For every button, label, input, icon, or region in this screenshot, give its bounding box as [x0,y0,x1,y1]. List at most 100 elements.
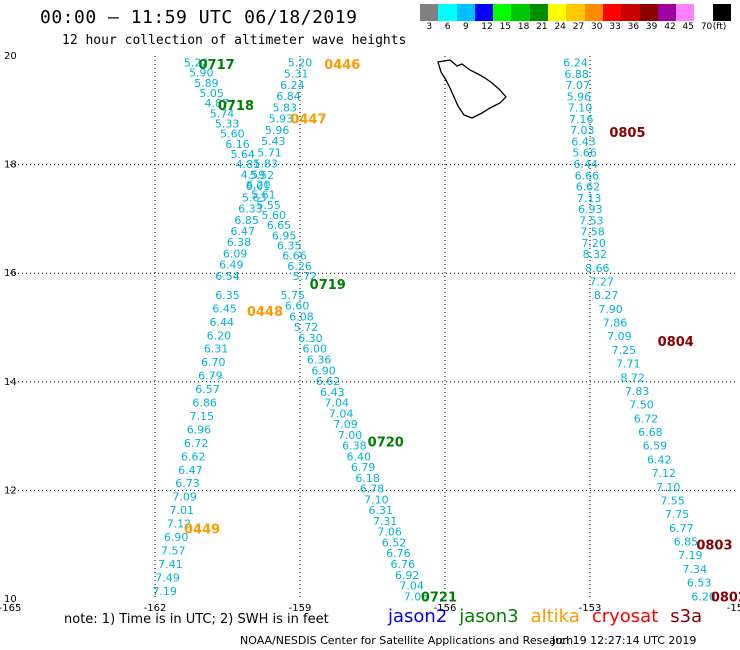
legend-swatch [712,4,732,21]
island-coastline [437,59,507,119]
wave-height-value: 7.04 [329,407,354,420]
wave-height-value: 5.64 [230,148,255,161]
x-tick-label: -15 [727,603,740,614]
pass-label: 0720 [368,436,404,451]
legend-swatch [602,4,622,21]
wave-height-value: 7.71 [616,358,641,371]
wave-height-value: 7.04 [399,580,424,593]
wave-height-value: 7.50 [629,399,654,412]
wave-height-value: 7.27 [589,275,614,288]
wave-height-value: 5.43 [261,135,286,148]
wave-height-value: 6.78 [360,483,385,496]
legend-swatch [456,4,476,21]
wave-height-value: 5.89 [194,77,219,90]
wave-height-value: 7.49 [155,571,180,584]
wave-height-value: 6.62 [576,181,601,194]
wave-height-value: 5.93 [269,113,294,126]
wave-height-value: 6.66 [282,250,307,263]
wave-height-value: 5.22 [184,57,209,70]
wave-height-value: 4.87 [205,97,230,110]
legend-label: 27 [572,22,585,32]
wave-height-value: 6.65 [267,219,292,232]
legend-swatch [566,4,586,21]
wave-height-value: 6.79 [351,461,376,474]
wave-height-value: 7.12 [651,467,676,480]
hawaii-island-outline [437,59,507,119]
satellite-legend: jason2 jason3 altika cryosat s3a [388,606,714,627]
pass-label: 0449 [184,522,220,537]
y-tick-label: 10 [4,594,17,605]
wave-height-value: 7.10 [656,481,681,494]
wave-height-value: 7.04 [325,397,350,410]
wave-height-value: 6.85 [234,214,259,227]
pass-label: 0718 [218,99,254,114]
wave-height-value: 6.54 [215,270,240,283]
pass-label: 0802 [711,590,740,605]
wave-height-value: 6.88 [564,68,589,81]
wave-height-value: 6.26 [287,260,312,273]
wave-height-value: 6.31 [369,504,394,517]
wave-height-value: 6.53 [687,577,712,590]
wave-height-value: 7.09 [172,491,197,504]
pass-labels: 0717 0446 0718 0447 0805 0719 0448 0804 0720 0449… [184,58,740,605]
wave-height-value: 6.36 [307,353,332,366]
wave-height-value: 7.12 [167,518,192,531]
wave-height-value: 7.09 [607,330,632,343]
wave-height-value: 6.38 [342,440,367,453]
x-tick-label: -156 [434,603,457,614]
wave-height-value: 5.72 [294,321,319,334]
chart-title: 00:00 – 11:59 UTC 06/18/2019 [40,7,358,28]
satellite-altika: altika [530,606,580,627]
wave-height-value: 5.31 [284,68,309,81]
x-tick-label: -153 [579,603,602,614]
wave-height-value: 6.45 [212,302,237,315]
legend-swatch [438,4,458,21]
wave-height-value: 6.09 [223,247,248,260]
credit-line: NOAA/NESDIS Center for Satellite Applica… [240,634,574,647]
x-tick-label: -165 [0,603,21,614]
timestamp: Jun 19 12:27:14 UTC 2019 [552,634,697,647]
wave-height-value: 8.32 [583,248,608,261]
legend-label: 21 [536,22,548,32]
y-tick-label: 18 [4,160,17,171]
wave-height-value: 6.66 [575,169,600,182]
wave-height-value: 6.77 [669,522,694,535]
wave-height-value: 6.70 [201,356,226,369]
legend-label: 33 [609,22,621,32]
wave-height-value: 5.83 [253,158,278,171]
wave-height-value: 6.68 [638,426,663,439]
pass-label: 0447 [290,112,326,127]
y-tick-label: 20 [4,51,17,62]
pass-label: 0805 [609,126,645,141]
wave-height-value: 7.83 [625,385,650,398]
wave-height-value: 6.44 [573,158,598,171]
legend-swatch [694,4,714,21]
wave-height-value: 6.76 [386,547,411,560]
pass-label: 0448 [247,305,283,320]
wave-height-value: 8.27 [594,289,619,302]
footnote: note: 1) Time is in UTC; 2) SWH is in fe… [64,612,329,627]
wave-height-value: 5.60 [220,128,245,141]
wave-height-value: 6.95 [272,229,297,242]
wave-height-value: 7.03 [570,124,595,137]
wave-height-value: 6.72 [634,412,659,425]
wave-height-value: 7.13 [577,192,602,205]
wave-height-value: 6.90 [311,364,336,377]
wave-height-value: 6.73 [175,477,200,490]
wave-height-value: 5.55 [256,199,281,212]
grid-lines [10,56,735,599]
wave-height-value: 6.43 [571,135,596,148]
color-legend: 3 6 9 12 15 18 21 24 27 30 33 36 39 42 45 70 (ft) [420,4,732,36]
legend-label: 12 [481,22,493,32]
wave-height-value: 7.10 [568,102,593,115]
wave-height-value: 6.92 [395,569,420,582]
wave-height-value: 6.85 [674,536,699,549]
wave-height-value: 6.00 [303,343,328,356]
satellite-cryosat: cryosat [591,606,659,627]
wave-height-value: 6.42 [647,453,672,466]
wave-height-value: 7.07 [566,79,591,92]
wave-height-value: 5.61 [251,189,276,202]
wave-height-value: 7.09 [333,418,358,431]
wave-height-value: 6.47 [231,225,256,238]
